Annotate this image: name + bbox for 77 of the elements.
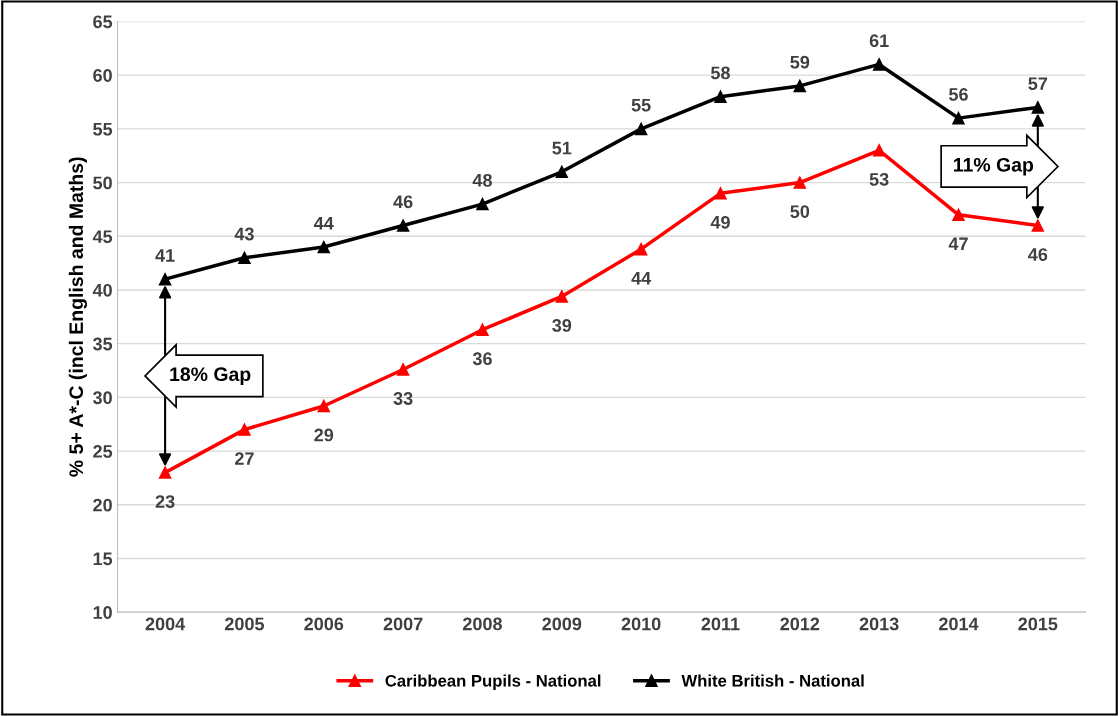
x-tick-label: 2009	[542, 617, 582, 631]
point	[714, 90, 727, 103]
data-label: 49	[710, 215, 730, 229]
point	[396, 219, 410, 232]
point	[238, 251, 251, 265]
point	[317, 399, 331, 413]
point	[238, 423, 251, 436]
data-label: 57	[1028, 77, 1048, 91]
point	[714, 187, 727, 200]
point	[872, 58, 886, 71]
x-tick-label: 2011	[701, 617, 740, 631]
point	[793, 79, 807, 93]
data-label: 36	[472, 352, 492, 366]
data-label: 59	[790, 55, 810, 69]
point	[158, 466, 172, 479]
data-label: 27	[235, 452, 254, 465]
point	[952, 208, 965, 222]
point	[872, 144, 886, 157]
point	[317, 240, 331, 254]
y-tick-label: 15	[93, 552, 113, 566]
data-label: 46	[1028, 248, 1048, 261]
point	[396, 363, 410, 376]
point	[634, 242, 648, 256]
x-tick-label: 2013	[859, 617, 899, 631]
data-label: 41	[155, 249, 175, 262]
y-tick-label: 20	[93, 498, 112, 512]
point	[1031, 219, 1045, 232]
point	[634, 122, 648, 136]
legend-label: Caribbean Pupils - National	[385, 674, 601, 690]
y-tick-label: 65	[93, 15, 113, 29]
y-tick-label: 40	[92, 283, 112, 297]
data-label: 23	[155, 495, 175, 508]
x-tick-label: 2010	[621, 617, 661, 631]
y-tick-label: 55	[93, 123, 113, 136]
x-tick-label: 2006	[304, 617, 344, 631]
data-label: 44	[314, 217, 334, 230]
y-tick-label: 45	[92, 230, 113, 243]
y-tick-label: 30	[92, 391, 112, 405]
data-label: 43	[234, 227, 254, 241]
y-axis-title: % 5+ A*-C (incl English and Maths)	[68, 157, 87, 477]
data-label: 58	[710, 66, 730, 80]
data-label: 50	[790, 205, 810, 218]
point	[476, 323, 489, 336]
x-tick-label: 2008	[463, 617, 502, 631]
annotation: 11% Gap	[954, 157, 1034, 176]
y-tick-label: 10	[93, 606, 112, 619]
data-label: 61	[869, 34, 889, 48]
x-tick-label: 2012	[780, 617, 820, 631]
legend-label: White British - National	[681, 674, 864, 687]
data-label: 48	[472, 173, 492, 187]
x-tick-label: 2005	[224, 617, 265, 631]
x-tick-label: 2015	[1018, 617, 1058, 631]
y-tick-label: 25	[93, 445, 113, 458]
point	[555, 290, 569, 303]
point	[1031, 101, 1045, 114]
x-tick-label: 2004	[145, 617, 186, 631]
annotation: 18% Gap	[170, 367, 251, 385]
data-label: 51	[552, 141, 572, 155]
point	[158, 272, 172, 286]
x-tick-label: 2014	[939, 617, 979, 631]
y-tick-label: 50	[93, 176, 112, 190]
data-label: 55	[631, 98, 651, 112]
y-tick-label: 60	[93, 69, 112, 82]
y-tick-label: 35	[92, 337, 113, 351]
x-tick-label: 2007	[383, 617, 423, 631]
data-label: 46	[393, 195, 413, 209]
data-label: 39	[552, 319, 572, 332]
data-label: 47	[948, 237, 968, 251]
point	[952, 111, 965, 125]
data-label: 33	[393, 392, 413, 405]
data-label: 44	[631, 271, 652, 285]
point	[476, 197, 489, 211]
point	[555, 165, 569, 179]
point	[793, 176, 807, 189]
data-label: 53	[869, 172, 889, 186]
data-label: 56	[949, 87, 968, 101]
data-label: 29	[314, 428, 334, 442]
